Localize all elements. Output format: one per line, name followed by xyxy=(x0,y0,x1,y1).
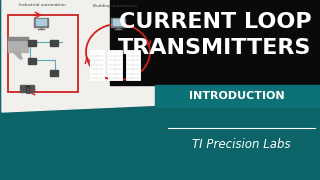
Bar xyxy=(126,50,140,80)
Text: 🔥: 🔥 xyxy=(26,86,30,94)
Bar xyxy=(8,15,78,92)
Text: CURRENT LOOP: CURRENT LOOP xyxy=(119,12,311,32)
Polygon shape xyxy=(2,0,160,112)
Text: TRANSMITTERS: TRANSMITTERS xyxy=(118,38,312,58)
Bar xyxy=(36,19,46,25)
Text: INTRODUCTION: INTRODUCTION xyxy=(189,91,285,101)
Bar xyxy=(50,70,58,76)
Text: Industrial automation: Industrial automation xyxy=(19,3,65,7)
Bar xyxy=(20,85,34,92)
Bar xyxy=(110,0,320,85)
Bar xyxy=(113,19,123,25)
Bar xyxy=(28,58,36,64)
Text: TI Precision Labs: TI Precision Labs xyxy=(192,138,290,150)
Bar xyxy=(8,38,28,52)
Bar xyxy=(90,50,104,80)
Bar xyxy=(111,18,125,27)
Text: Building automation: Building automation xyxy=(93,4,137,8)
Bar xyxy=(50,40,58,46)
Bar xyxy=(155,85,320,107)
Bar xyxy=(28,40,36,46)
Bar xyxy=(34,18,48,27)
Polygon shape xyxy=(13,52,22,59)
Bar xyxy=(8,37,28,40)
Bar xyxy=(108,50,122,80)
